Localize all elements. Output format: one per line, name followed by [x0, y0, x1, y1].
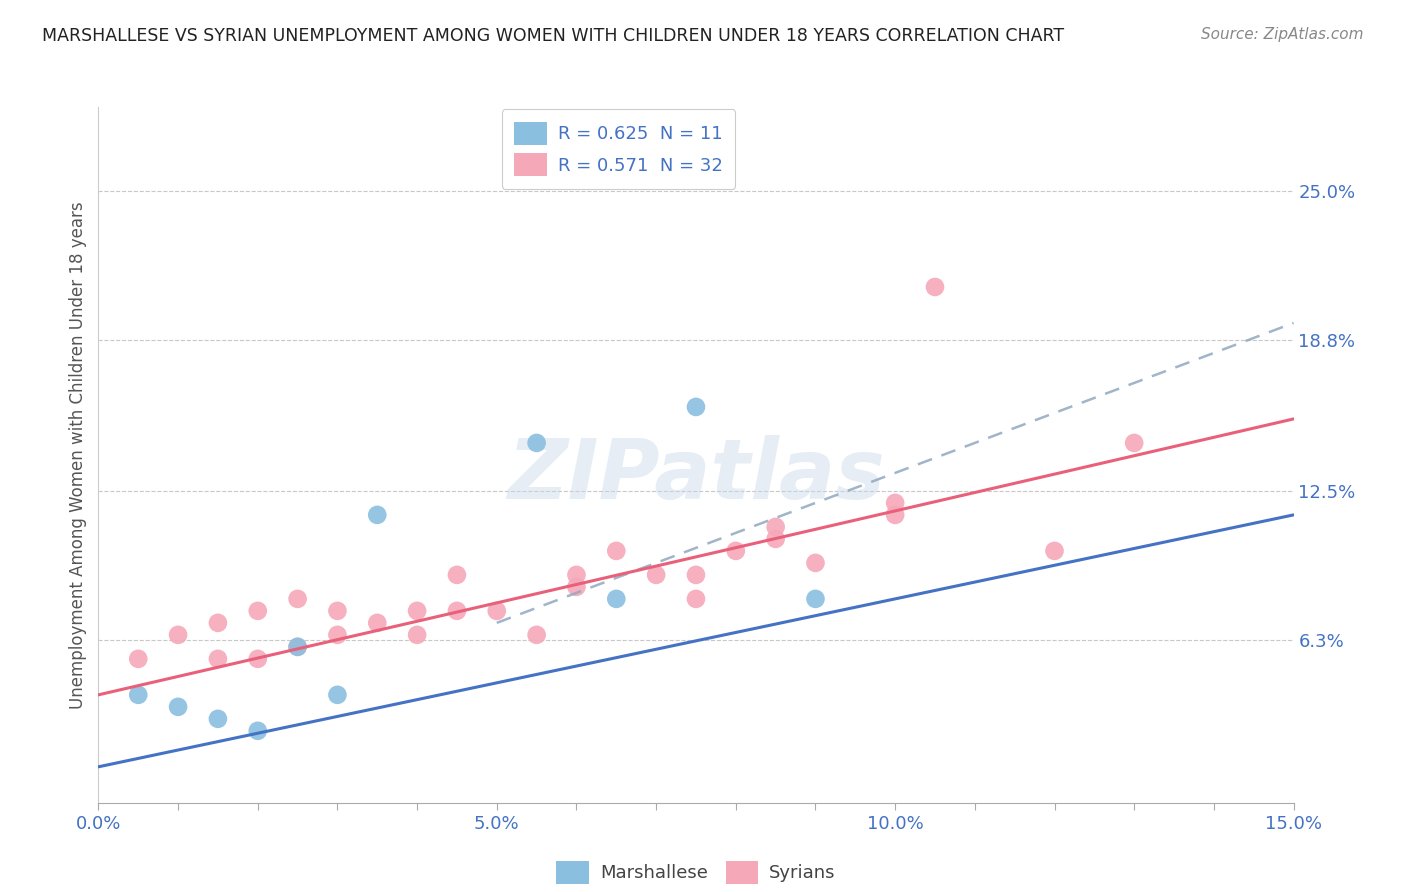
Point	[884, 496, 907, 510]
Point	[446, 567, 468, 582]
Point	[287, 640, 309, 654]
Point	[446, 604, 468, 618]
Text: MARSHALLESE VS SYRIAN UNEMPLOYMENT AMONG WOMEN WITH CHILDREN UNDER 18 YEARS CORR: MARSHALLESE VS SYRIAN UNEMPLOYMENT AMONG…	[42, 27, 1064, 45]
Text: ZIPatlas: ZIPatlas	[508, 435, 884, 516]
Point	[565, 567, 588, 582]
Point	[485, 604, 508, 618]
Point	[246, 604, 269, 618]
Point	[287, 640, 309, 654]
Point	[605, 591, 627, 606]
Point	[326, 628, 349, 642]
Point	[884, 508, 907, 522]
Point	[207, 712, 229, 726]
Point	[406, 628, 429, 642]
Legend: Marshallese, Syrians: Marshallese, Syrians	[550, 854, 842, 891]
Point	[246, 723, 269, 738]
Point	[207, 615, 229, 630]
Y-axis label: Unemployment Among Women with Children Under 18 years: Unemployment Among Women with Children U…	[69, 201, 87, 709]
Point	[685, 567, 707, 582]
Point	[924, 280, 946, 294]
Point	[127, 688, 149, 702]
Point	[207, 652, 229, 666]
Point	[1043, 544, 1066, 558]
Point	[765, 520, 787, 534]
Point	[287, 591, 309, 606]
Point	[326, 688, 349, 702]
Point	[526, 628, 548, 642]
Point	[724, 544, 747, 558]
Point	[366, 615, 388, 630]
Point	[645, 567, 668, 582]
Point	[685, 591, 707, 606]
Point	[605, 544, 627, 558]
Point	[167, 628, 190, 642]
Point	[246, 652, 269, 666]
Point	[127, 652, 149, 666]
Point	[1123, 436, 1146, 450]
Point	[565, 580, 588, 594]
Point	[685, 400, 707, 414]
Text: Source: ZipAtlas.com: Source: ZipAtlas.com	[1201, 27, 1364, 42]
Point	[167, 699, 190, 714]
Point	[804, 591, 827, 606]
Point	[326, 604, 349, 618]
Point	[765, 532, 787, 546]
Point	[366, 508, 388, 522]
Point	[406, 604, 429, 618]
Point	[526, 436, 548, 450]
Point	[804, 556, 827, 570]
